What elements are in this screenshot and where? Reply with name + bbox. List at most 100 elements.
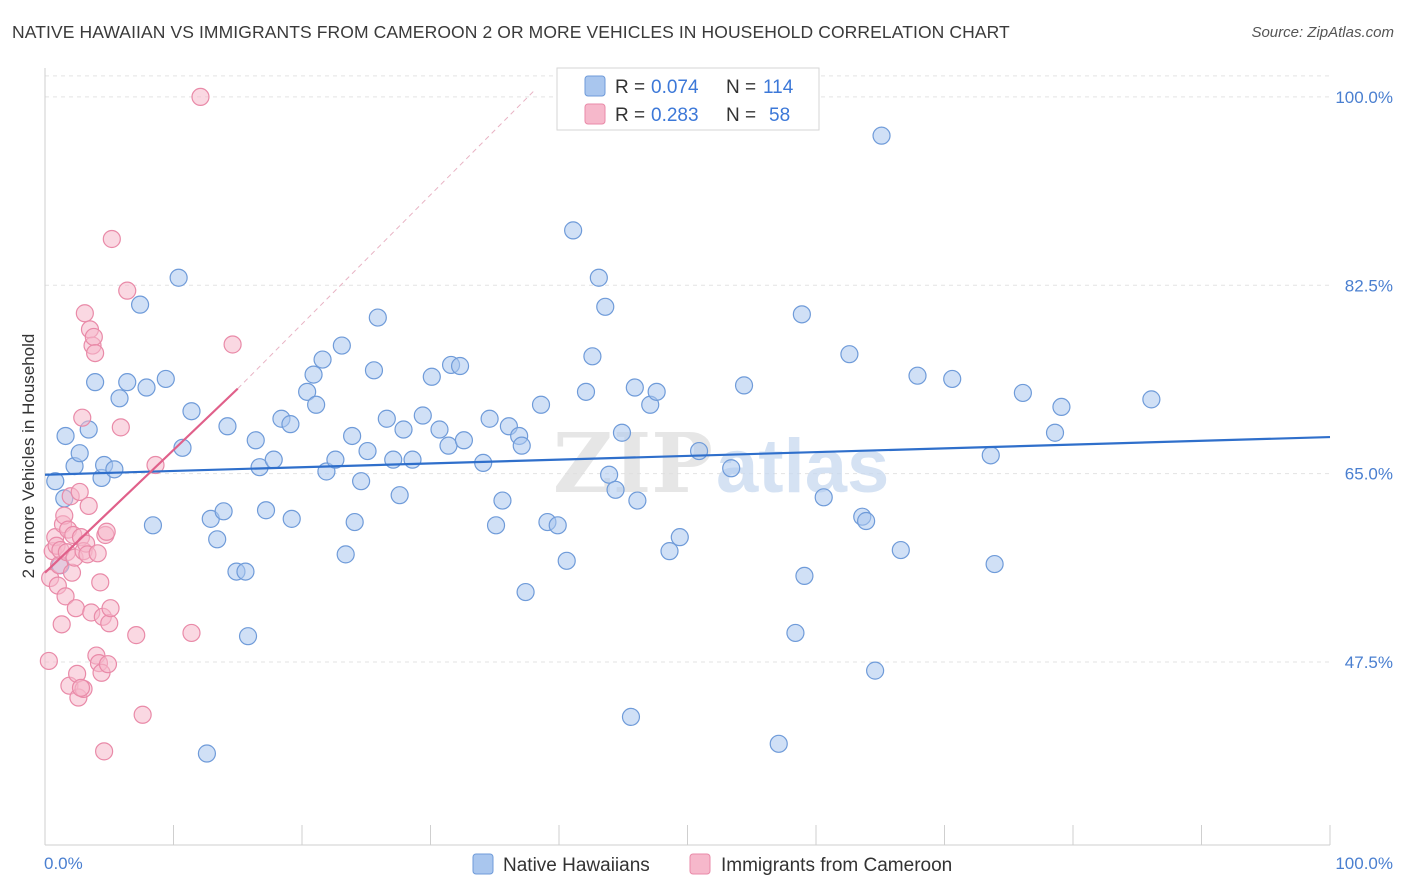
point-blue-22 xyxy=(214,502,233,521)
point-blue-12 xyxy=(118,373,137,392)
point-blue-14 xyxy=(137,378,156,397)
point-pink-0 xyxy=(39,651,58,671)
point-pink-43 xyxy=(97,522,116,541)
point-blue-106 xyxy=(1045,423,1065,442)
y-axis-label: 2 or more Vehicles in Household xyxy=(19,334,38,579)
point-blue-7 xyxy=(86,373,105,392)
point-blue-99 xyxy=(872,126,891,145)
point-blue-81 xyxy=(625,378,644,397)
point-blue-98 xyxy=(866,661,885,680)
point-pink-36 xyxy=(88,544,107,563)
point-blue-97 xyxy=(857,511,876,531)
pink-trend-extension xyxy=(237,91,534,389)
point-pink-54 xyxy=(191,87,210,107)
point-blue-73 xyxy=(576,382,596,401)
point-blue-101 xyxy=(908,366,927,385)
point-blue-27 xyxy=(246,431,265,450)
legend-r-value-blue: 0.074 xyxy=(651,77,699,98)
trend-line-pink xyxy=(44,387,239,574)
legend-swatch-pink xyxy=(584,103,606,125)
series-immigrants-from-cameroon xyxy=(39,87,242,761)
point-blue-90 xyxy=(769,734,788,753)
point-pink-49 xyxy=(118,281,137,300)
point-blue-104 xyxy=(985,554,1004,574)
point-pink-52 xyxy=(146,455,165,475)
point-pink-11 xyxy=(56,587,75,606)
point-blue-33 xyxy=(282,509,301,528)
point-blue-80 xyxy=(621,707,641,727)
point-blue-59 xyxy=(454,431,474,450)
legend-swatch-blue xyxy=(584,75,606,97)
series-legend-label-pink: Immigrants from Cameroon xyxy=(721,855,952,876)
point-blue-85 xyxy=(660,542,679,561)
point-blue-75 xyxy=(589,268,608,287)
point-blue-72 xyxy=(564,221,583,240)
point-blue-42 xyxy=(343,426,362,446)
point-pink-48 xyxy=(111,418,130,437)
legend-r-value-pink: 0.283 xyxy=(651,105,699,126)
point-blue-43 xyxy=(345,512,364,532)
point-pink-41 xyxy=(95,742,114,761)
point-pink-47 xyxy=(102,229,121,249)
point-blue-91 xyxy=(786,623,805,643)
point-pink-34 xyxy=(86,343,105,363)
point-blue-50 xyxy=(390,486,409,505)
point-pink-57 xyxy=(71,678,91,697)
point-blue-13 xyxy=(130,295,150,314)
point-blue-17 xyxy=(169,268,188,287)
point-blue-44 xyxy=(352,472,371,491)
legend-n-value-pink: 58 xyxy=(769,105,790,126)
point-blue-41 xyxy=(336,545,355,564)
point-blue-86 xyxy=(670,528,689,547)
point-pink-44 xyxy=(98,655,118,674)
point-blue-10 xyxy=(105,460,124,479)
point-blue-70 xyxy=(548,516,567,535)
point-blue-25 xyxy=(236,562,255,581)
y-tick-label-0: 47.5% xyxy=(1345,653,1393,672)
point-blue-109 xyxy=(197,744,217,763)
point-blue-89 xyxy=(734,376,754,395)
point-blue-58 xyxy=(450,356,470,376)
point-blue-47 xyxy=(368,308,387,327)
point-blue-79 xyxy=(612,423,632,442)
point-blue-15 xyxy=(143,516,163,535)
point-blue-71 xyxy=(557,551,576,570)
source-label: Source: ZipAtlas.com xyxy=(1251,24,1394,41)
point-blue-87 xyxy=(689,441,709,461)
point-blue-103 xyxy=(981,446,1000,465)
point-blue-39 xyxy=(326,450,345,469)
watermark: ZIP atlas xyxy=(553,416,889,512)
series-native-hawaiians xyxy=(46,126,1161,763)
y-tick-label-1: 65.0% xyxy=(1345,465,1393,484)
series-legend-swatch-pink xyxy=(689,853,711,875)
series-legend-label-blue: Native Hawaiians xyxy=(503,855,650,876)
point-blue-53 xyxy=(413,406,432,425)
point-blue-78 xyxy=(606,480,625,499)
stats-legend: R = 0.074 N = 114 R = 0.283 N = 58 xyxy=(556,67,820,131)
point-pink-29 xyxy=(79,496,98,516)
point-pink-50 xyxy=(127,626,146,645)
point-blue-32 xyxy=(281,415,300,434)
point-pink-45 xyxy=(100,614,119,633)
point-blue-19 xyxy=(182,402,201,421)
point-blue-68 xyxy=(531,395,551,414)
point-pink-53 xyxy=(182,623,201,643)
point-blue-48 xyxy=(377,409,396,428)
point-blue-55 xyxy=(430,420,449,439)
legend-n-label-pink: N = xyxy=(726,105,756,126)
point-blue-18 xyxy=(173,438,192,457)
x-tick-label-max: 100.0% xyxy=(1335,854,1393,873)
x-tick-label-min: 0.0% xyxy=(44,854,83,873)
point-blue-11 xyxy=(110,389,129,408)
legend-n-value-blue: 114 xyxy=(763,77,794,98)
point-blue-46 xyxy=(364,361,384,380)
point-blue-61 xyxy=(480,409,499,428)
point-blue-88 xyxy=(722,459,741,478)
point-pink-46 xyxy=(101,599,120,618)
point-blue-0 xyxy=(46,472,65,491)
point-blue-95 xyxy=(840,345,859,364)
point-pink-24 xyxy=(73,408,92,427)
point-blue-5 xyxy=(70,444,89,463)
point-blue-84 xyxy=(647,382,666,401)
